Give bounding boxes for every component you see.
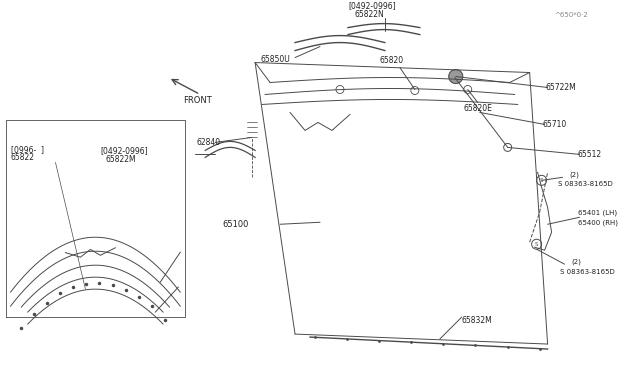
Text: [0996-  ]: [0996- ] bbox=[10, 145, 44, 154]
Text: S: S bbox=[535, 242, 538, 247]
Text: [0492-0996]: [0492-0996] bbox=[100, 146, 148, 155]
Text: 65820E: 65820E bbox=[464, 104, 493, 113]
Text: 65512: 65512 bbox=[577, 150, 602, 159]
Text: 62840: 62840 bbox=[196, 138, 220, 147]
Text: S 08363-8165D: S 08363-8165D bbox=[557, 181, 612, 187]
Text: 65832M: 65832M bbox=[461, 315, 493, 325]
Text: FRONT: FRONT bbox=[183, 96, 212, 105]
Text: (2): (2) bbox=[572, 259, 581, 266]
Text: 65100: 65100 bbox=[222, 220, 248, 229]
Circle shape bbox=[449, 70, 463, 83]
Text: 65822N: 65822N bbox=[355, 10, 385, 19]
Text: 65400 (RH): 65400 (RH) bbox=[577, 219, 618, 225]
Text: ^650*0·2: ^650*0·2 bbox=[555, 12, 588, 17]
Text: S 08363-8165D: S 08363-8165D bbox=[559, 269, 614, 275]
Text: [0492-0996]: [0492-0996] bbox=[348, 1, 396, 10]
Text: 65710: 65710 bbox=[543, 120, 567, 129]
Text: 65850U: 65850U bbox=[260, 55, 290, 64]
Text: 65401 (LH): 65401 (LH) bbox=[577, 209, 617, 215]
Text: 65722M: 65722M bbox=[546, 83, 577, 92]
Text: S: S bbox=[540, 178, 543, 183]
Text: 65820: 65820 bbox=[380, 56, 404, 65]
Text: (2): (2) bbox=[570, 171, 579, 177]
Text: 65822: 65822 bbox=[10, 153, 35, 162]
Text: 65822M: 65822M bbox=[106, 155, 136, 164]
